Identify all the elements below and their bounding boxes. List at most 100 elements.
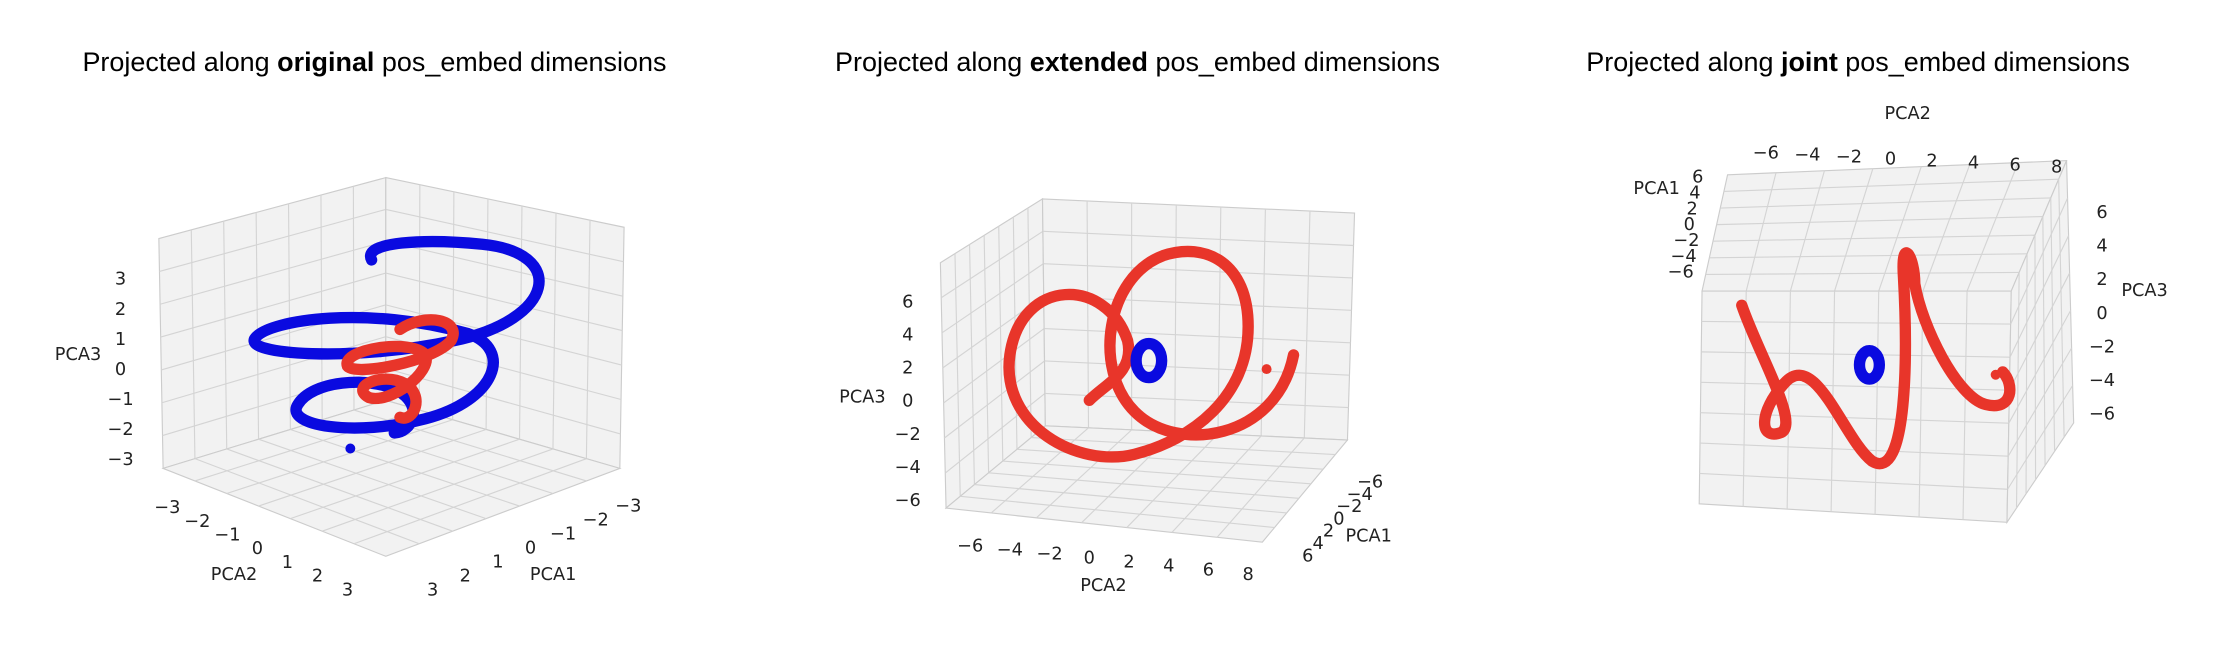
grid-line — [1042, 230, 1354, 247]
tick-label: 1 — [115, 330, 126, 350]
grid-line — [1002, 460, 1312, 485]
tick-label: −4 — [1347, 485, 1373, 505]
grid-line — [983, 235, 990, 473]
grid-line — [258, 428, 487, 507]
tick-label: −1 — [107, 390, 133, 410]
tick-label: 1 — [492, 552, 503, 572]
tick-label: 1 — [282, 553, 293, 573]
tick-label: −2 — [895, 425, 921, 445]
red-trajectory — [1736, 247, 2016, 470]
grid-line — [2007, 385, 2074, 490]
tick-label: 3 — [342, 580, 353, 600]
title-emphasis: joint — [1780, 47, 1838, 77]
tick-label: 8 — [1243, 565, 1254, 585]
grid-line — [1044, 328, 1351, 344]
pane — [944, 425, 1349, 543]
axis-label: PCA3 — [839, 387, 885, 407]
grid-line — [290, 428, 520, 507]
grid-line — [1701, 351, 2011, 358]
grid-line — [1720, 197, 2051, 209]
tick-label: −2 — [583, 511, 609, 531]
tick-label: 4 — [1312, 534, 1323, 554]
grid-line — [974, 484, 1287, 514]
grid-line — [585, 220, 591, 459]
tick-label: 2 — [1686, 199, 1697, 219]
tick-label: 8 — [2051, 158, 2062, 178]
grid-line — [2008, 272, 2071, 391]
axis-label: PCA2 — [1884, 104, 1930, 124]
title-suffix: pos_embed dimensions — [1845, 47, 2130, 77]
grid-line — [1086, 200, 1090, 428]
tick-label: 4 — [1689, 183, 1700, 203]
pane — [2006, 160, 2075, 525]
tick-label: −3 — [615, 497, 641, 517]
grid-line — [944, 360, 1045, 439]
grid-line — [1878, 166, 1922, 292]
grid-line — [452, 191, 455, 420]
grid-line — [161, 336, 386, 404]
axis-label: PCA2 — [1080, 576, 1126, 596]
grid-line — [1303, 211, 1311, 439]
tick-label: 4 — [1968, 154, 1979, 174]
grid-line — [1031, 437, 1336, 456]
tick-label: −1 — [214, 526, 240, 546]
tick-label: −3 — [154, 498, 180, 518]
tick-label: −4 — [895, 458, 921, 478]
title-emphasis: extended — [1030, 47, 1148, 77]
panel-title: Projected along joint pos_embed dimensio… — [1586, 47, 2130, 77]
tick-label: −2 — [1037, 544, 1063, 564]
grid-line — [552, 213, 557, 449]
grid-line — [385, 208, 624, 263]
tick-label: 0 — [1333, 509, 1344, 529]
grid-line — [2050, 197, 2056, 452]
grid-line — [518, 205, 523, 440]
grid-line — [2010, 197, 2069, 325]
blue-cluster — [1130, 337, 1168, 384]
red-point — [1261, 364, 1272, 375]
tick-label: 2 — [1926, 152, 1937, 172]
tick-label: 0 — [902, 392, 913, 412]
title-prefix: Projected along — [835, 47, 1022, 77]
tick-label: 0 — [525, 539, 536, 559]
grid-line — [1834, 168, 1874, 292]
tick-label: −4 — [1671, 247, 1697, 267]
tick-label: 2 — [2096, 270, 2107, 290]
grid-line — [2025, 253, 2028, 494]
red-trajectory — [1003, 245, 1300, 463]
grid-line — [968, 244, 975, 485]
blue-cluster — [1853, 344, 1886, 385]
tick-label: 6 — [2096, 203, 2107, 223]
tick-label: −4 — [1794, 146, 1820, 166]
grid-line — [1216, 437, 1305, 538]
axis-label: PCA3 — [55, 345, 101, 365]
grid-line — [941, 263, 1044, 334]
grid-line — [2015, 272, 2020, 509]
tick-label: −3 — [107, 450, 133, 470]
grid-line — [190, 229, 196, 459]
pane — [1701, 159, 2068, 292]
grid-line — [1171, 435, 1262, 533]
grid-line — [1712, 234, 2035, 242]
grid-line — [352, 186, 355, 411]
tick-label: −4 — [997, 540, 1023, 560]
grid-line — [990, 427, 1089, 514]
grid-line — [194, 458, 420, 545]
grid-line — [1922, 164, 1971, 292]
grid-line — [2009, 235, 2070, 358]
grid-line — [954, 253, 961, 497]
grid-line — [159, 208, 386, 272]
tick-label: −2 — [1336, 497, 1362, 517]
grid-line — [160, 272, 386, 338]
grid-line — [988, 472, 1299, 499]
grid-line — [940, 230, 1044, 299]
grid-line — [1036, 429, 1133, 519]
panel-title: Projected along original pos_embed dimen… — [82, 47, 666, 77]
grid-line — [960, 495, 1275, 529]
grid-line — [1705, 271, 2020, 276]
tick-label: 2 — [1323, 522, 1334, 542]
grid-line — [1709, 253, 2028, 259]
grid-line — [1789, 170, 1825, 292]
title-prefix: Projected along — [1586, 47, 1773, 77]
grid-line — [1700, 412, 2009, 424]
